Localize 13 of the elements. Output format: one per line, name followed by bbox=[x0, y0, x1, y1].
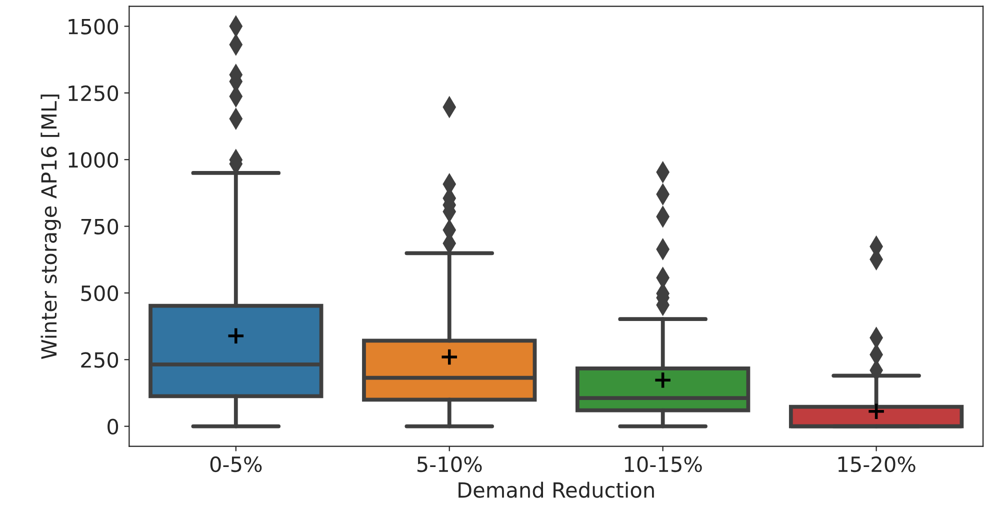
x-tick-label: 0-5% bbox=[210, 456, 262, 472]
x-tick-label: 10-15% bbox=[624, 456, 702, 472]
x-tick-label: 15-20% bbox=[838, 456, 916, 472]
y-tick-label: 250 bbox=[81, 352, 118, 368]
y-axis-title: Winter storage AP16 [ML] bbox=[40, 94, 61, 360]
x-tick-label: 5-10% bbox=[417, 456, 482, 472]
y-tick-label: 0 bbox=[108, 418, 118, 435]
y-tick-label: 750 bbox=[81, 218, 118, 234]
y-tick-label: 1500 bbox=[68, 18, 118, 34]
y-tick-label: 1250 bbox=[68, 85, 118, 102]
x-axis-title: Demand Reduction bbox=[458, 482, 654, 498]
y-tick-label: 1000 bbox=[68, 152, 118, 168]
y-tick-label: 500 bbox=[81, 285, 118, 302]
